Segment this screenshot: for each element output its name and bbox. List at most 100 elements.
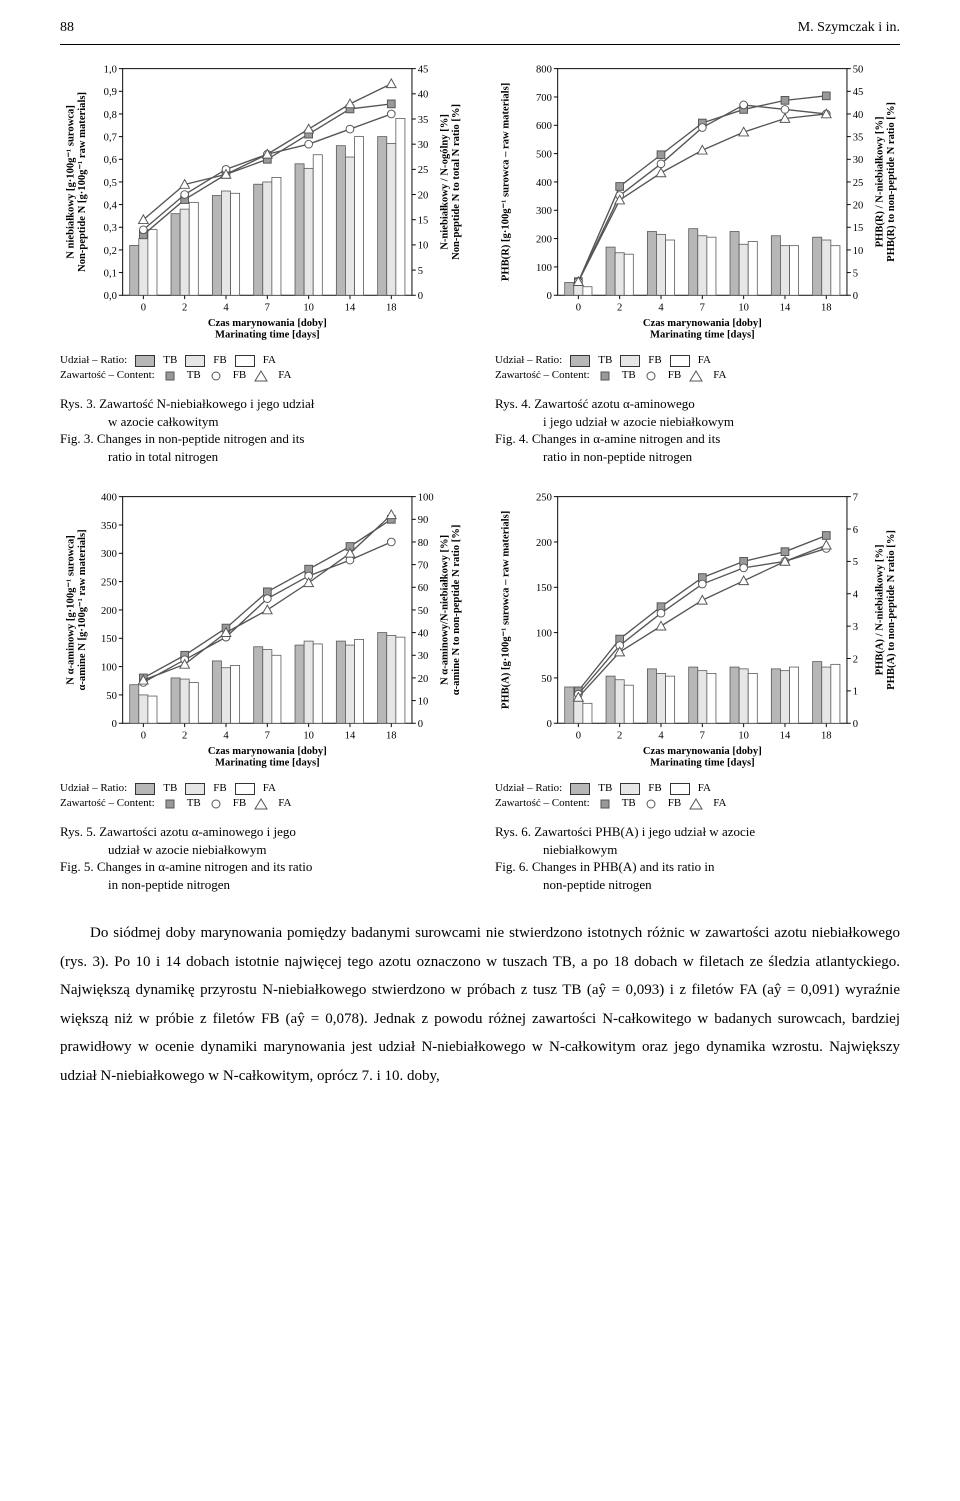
svg-text:14: 14 — [345, 731, 356, 742]
svg-text:250: 250 — [536, 493, 552, 504]
svg-text:PHB(R) / N-niebiałkowy [%]: PHB(R) / N-niebiałkowy [%] — [875, 116, 886, 247]
svg-text:7: 7 — [700, 731, 705, 742]
svg-text:PHB(A) / N-niebiałkowy [%]: PHB(A) / N-niebiałkowy [%] — [875, 545, 886, 676]
svg-text:20: 20 — [853, 200, 864, 211]
svg-text:N-niebiałkowy / N-ogólny [%]: N-niebiałkowy / N-ogólny [%] — [440, 114, 451, 250]
svg-text:200: 200 — [101, 606, 117, 617]
svg-text:10: 10 — [738, 731, 749, 742]
svg-text:800: 800 — [536, 64, 552, 75]
svg-text:0,3: 0,3 — [104, 223, 117, 234]
svg-text:70: 70 — [418, 561, 429, 572]
svg-text:0,0: 0,0 — [104, 291, 117, 302]
svg-text:0: 0 — [547, 719, 552, 730]
svg-text:7: 7 — [853, 493, 858, 504]
svg-text:0,9: 0,9 — [104, 87, 117, 98]
svg-text:10: 10 — [303, 303, 314, 314]
svg-text:Marinating time [days]: Marinating time [days] — [650, 758, 755, 769]
svg-text:α-amine N [g·100g⁻¹ raw materi: α-amine N [g·100g⁻¹ raw materials] — [77, 529, 88, 690]
fig3-legend-ratio: Udział – Ratio: TB FB FA — [60, 353, 465, 368]
svg-text:2: 2 — [853, 655, 858, 666]
svg-text:Czas marynowania [doby]: Czas marynowania [doby] — [208, 318, 327, 329]
svg-text:4: 4 — [853, 590, 859, 601]
svg-text:700: 700 — [536, 93, 552, 104]
svg-text:18: 18 — [386, 303, 397, 314]
svg-text:PHB(A) [g·100g⁻¹ surowca – raw: PHB(A) [g·100g⁻¹ surowca – raw materials… — [501, 511, 512, 709]
svg-text:45: 45 — [853, 87, 864, 98]
svg-text:7: 7 — [265, 731, 270, 742]
svg-text:α-amine N to non-peptide N rat: α-amine N to non-peptide N ratio [%] — [451, 525, 462, 696]
svg-text:30: 30 — [418, 651, 429, 662]
svg-text:10: 10 — [418, 241, 429, 252]
svg-text:20: 20 — [418, 674, 429, 685]
svg-text:2: 2 — [617, 731, 622, 742]
svg-text:50: 50 — [541, 674, 552, 685]
svg-text:14: 14 — [780, 731, 791, 742]
svg-text:35: 35 — [418, 115, 429, 126]
svg-text:2: 2 — [182, 731, 187, 742]
svg-text:Non-peptide N [g·100g⁻¹ raw ma: Non-peptide N [g·100g⁻¹ raw materials] — [77, 92, 88, 272]
svg-text:1,0: 1,0 — [104, 64, 117, 75]
svg-text:PHB(A) to non-peptide N ratio: PHB(A) to non-peptide N ratio [%] — [886, 530, 897, 690]
svg-text:25: 25 — [853, 178, 864, 189]
svg-text:PHB(R) to non-peptide N ratio: PHB(R) to non-peptide N ratio [%] — [886, 102, 897, 262]
svg-text:20: 20 — [418, 190, 429, 201]
svg-text:0: 0 — [576, 731, 581, 742]
svg-text:400: 400 — [536, 178, 552, 189]
caption-fig5: Rys. 5. Zawartości azotu α-aminowego i j… — [60, 823, 465, 893]
svg-text:14: 14 — [780, 303, 791, 314]
svg-text:0,7: 0,7 — [104, 132, 117, 143]
svg-text:0: 0 — [576, 303, 581, 314]
svg-text:350: 350 — [101, 521, 117, 532]
svg-text:40: 40 — [418, 629, 429, 640]
svg-text:200: 200 — [536, 234, 552, 245]
svg-text:Marinating time [days]: Marinating time [days] — [215, 758, 320, 769]
svg-text:30: 30 — [418, 140, 429, 151]
svg-text:40: 40 — [853, 110, 864, 121]
svg-text:50: 50 — [106, 691, 117, 702]
page-title: M. Szymczak i in. — [798, 20, 900, 36]
svg-text:40: 40 — [418, 90, 429, 101]
svg-text:0: 0 — [547, 291, 552, 302]
svg-text:Non-peptide N to total N ratio: Non-peptide N to total N ratio [%] — [451, 104, 462, 260]
caption-fig4: Rys. 4. Zawartość azotu α-aminowego i je… — [495, 395, 900, 465]
svg-text:5: 5 — [853, 268, 858, 279]
svg-text:90: 90 — [418, 515, 429, 526]
fig6-legend-content: Zawartość – Content: TB FB FA — [495, 796, 900, 811]
svg-text:30: 30 — [853, 155, 864, 166]
svg-text:250: 250 — [101, 578, 117, 589]
svg-text:500: 500 — [536, 149, 552, 160]
svg-text:4: 4 — [223, 303, 229, 314]
body-paragraph: Do siódmej doby marynowania pomiędzy bad… — [60, 919, 900, 1090]
svg-text:300: 300 — [101, 549, 117, 560]
svg-text:3: 3 — [853, 622, 858, 633]
svg-text:100: 100 — [536, 263, 552, 274]
page-number: 88 — [60, 20, 74, 36]
svg-text:Czas marynowania [doby]: Czas marynowania [doby] — [208, 746, 327, 757]
svg-text:400: 400 — [101, 493, 117, 504]
svg-text:10: 10 — [418, 697, 429, 708]
fig6-legend-ratio: Udział – Ratio: TB FB FA — [495, 781, 900, 796]
svg-text:2: 2 — [617, 303, 622, 314]
svg-text:4: 4 — [658, 303, 664, 314]
svg-text:1: 1 — [853, 687, 858, 698]
svg-text:0: 0 — [141, 303, 146, 314]
svg-text:0,1: 0,1 — [104, 268, 117, 279]
svg-text:7: 7 — [265, 303, 270, 314]
svg-text:10: 10 — [303, 731, 314, 742]
svg-text:0: 0 — [853, 719, 858, 730]
caption-fig3: Rys. 3. Zawartość N-niebiałkowego i jego… — [60, 395, 465, 465]
caption-fig6: Rys. 6. Zawartości PHB(A) i jego udział … — [495, 823, 900, 893]
svg-text:N α-aminowy/N-niebiałkowy [%]: N α-aminowy/N-niebiałkowy [%] — [440, 535, 451, 685]
svg-text:45: 45 — [418, 64, 429, 75]
svg-text:60: 60 — [418, 583, 429, 594]
svg-text:100: 100 — [101, 663, 117, 674]
svg-text:200: 200 — [536, 538, 552, 549]
svg-text:0: 0 — [141, 731, 146, 742]
svg-text:18: 18 — [821, 731, 832, 742]
svg-text:N niebiałkowy [g·100g⁻¹ surowc: N niebiałkowy [g·100g⁻¹ surowca] — [66, 105, 77, 259]
fig5-chart: 0501001502002503003504000102030405060708… — [60, 487, 465, 811]
svg-text:7: 7 — [700, 303, 705, 314]
svg-text:150: 150 — [101, 634, 117, 645]
svg-text:0,6: 0,6 — [104, 155, 117, 166]
fig5-legend-ratio: Udział – Ratio: TB FB FA — [60, 781, 465, 796]
